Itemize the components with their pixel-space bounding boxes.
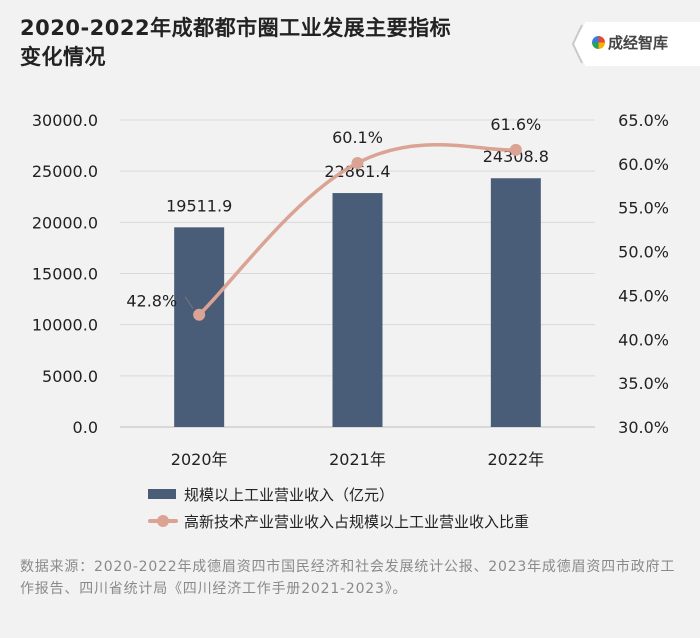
- chart-title-line2: 变化情况: [20, 45, 106, 69]
- y-left-tick-label: 5000.0: [42, 367, 98, 386]
- chart-title-line1: 2020-2022年成都都市圈工业发展主要指标: [20, 16, 452, 40]
- bar: [490, 178, 541, 427]
- logo-mark-icon: [592, 36, 605, 49]
- x-tick-label: 2021年: [329, 450, 386, 469]
- y-right-tick-label: 30.0%: [618, 418, 669, 437]
- brand-logo: 成经智库: [572, 22, 700, 66]
- y-left-tick-label: 20000.0: [32, 213, 98, 232]
- legend-line-swatch: [148, 515, 178, 527]
- y-right-tick-label: 60.0%: [618, 155, 669, 174]
- bar: [332, 193, 383, 427]
- y-left-tick-label: 10000.0: [32, 316, 98, 335]
- y-left-tick-label: 25000.0: [32, 162, 98, 181]
- y-right-tick-label: 65.0%: [618, 111, 669, 130]
- logo-text: 成经智库: [608, 34, 669, 52]
- x-tick-label: 2022年: [487, 450, 544, 469]
- y-left-tick-label: 30000.0: [32, 111, 98, 130]
- bar: [174, 227, 225, 427]
- y-right-tick-label: 40.0%: [618, 330, 669, 349]
- y-right-tick-label: 55.0%: [618, 199, 669, 218]
- legend-bar-label: 规模以上工业营业收入（亿元）: [184, 486, 395, 504]
- line-data-label: 61.6%: [490, 115, 541, 134]
- line-point: [351, 156, 364, 169]
- combo-chart: 0.0 5000.0 10000.0 15000.0 20000.0 25000.0 300…: [32, 111, 669, 469]
- line-data-label: 42.8%: [126, 292, 177, 311]
- y-left-tick-label: 0.0: [73, 418, 98, 437]
- data-source-note: 数据来源：2020-2022年成德眉资四市国民经济和社会发展统计公报、2023年…: [20, 559, 676, 597]
- legend-line-label: 高新技术产业营业收入占规模以上工业营业收入比重: [184, 513, 530, 531]
- legend-bar-swatch: [148, 489, 176, 499]
- bar-data-label: 24308.8: [483, 147, 549, 166]
- label-leader-line: [184, 296, 194, 310]
- bar-data-label: 19511.9: [166, 196, 232, 215]
- y-right-tick-label: 35.0%: [618, 374, 669, 393]
- line-data-label: 60.1%: [332, 128, 383, 147]
- line-point: [509, 143, 522, 156]
- bar-data-label: 22861.4: [324, 162, 390, 181]
- y-right-tick-label: 45.0%: [618, 286, 669, 305]
- y-right-tick-label: 50.0%: [618, 243, 669, 262]
- chart-title: 2020-2022年成都都市圈工业发展主要指标 变化情况: [20, 14, 451, 72]
- x-tick-label: 2020年: [171, 450, 228, 469]
- logo-tag-shape: [572, 22, 700, 66]
- line-point: [193, 308, 206, 321]
- y-left-tick-label: 15000.0: [32, 265, 98, 284]
